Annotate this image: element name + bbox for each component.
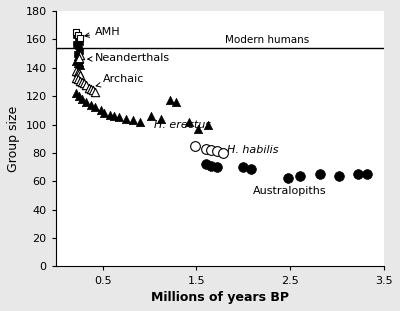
- Point: [167, 98, 173, 103]
- Point: [77, 35, 83, 40]
- Point: [116, 115, 123, 120]
- Point: [92, 105, 98, 110]
- Point: [173, 99, 179, 104]
- Text: AMH: AMH: [85, 27, 121, 37]
- Point: [77, 78, 83, 83]
- Point: [191, 143, 198, 148]
- Point: [336, 173, 342, 178]
- Point: [203, 146, 209, 151]
- Point: [75, 44, 81, 49]
- Point: [73, 41, 80, 46]
- Point: [98, 108, 104, 113]
- Point: [123, 116, 129, 121]
- Point: [355, 172, 361, 177]
- Text: H. erectus: H. erectus: [154, 120, 211, 130]
- Point: [76, 71, 82, 76]
- Point: [204, 122, 211, 127]
- Point: [75, 61, 81, 66]
- Text: .: .: [0, 310, 1, 311]
- Point: [248, 166, 254, 171]
- Point: [77, 53, 83, 58]
- Point: [75, 77, 81, 81]
- Point: [101, 111, 108, 116]
- Point: [76, 60, 82, 65]
- Text: Archaic: Archaic: [96, 74, 144, 87]
- Point: [73, 91, 80, 96]
- Text: Australopiths: Australopiths: [253, 186, 326, 196]
- Point: [186, 119, 192, 124]
- Point: [92, 89, 98, 94]
- Point: [88, 102, 94, 107]
- Point: [220, 151, 226, 156]
- Point: [73, 30, 80, 35]
- Point: [73, 75, 80, 80]
- Point: [82, 99, 89, 104]
- Point: [79, 79, 85, 84]
- Point: [85, 85, 92, 90]
- Point: [107, 112, 113, 117]
- Point: [77, 63, 83, 67]
- Point: [195, 126, 202, 131]
- Point: [203, 162, 209, 167]
- Point: [76, 47, 82, 52]
- Point: [364, 172, 370, 177]
- Point: [130, 118, 136, 123]
- Point: [76, 55, 82, 60]
- Point: [214, 165, 220, 169]
- Point: [82, 82, 89, 87]
- Point: [73, 58, 80, 63]
- Point: [79, 96, 85, 101]
- Point: [73, 68, 80, 73]
- Point: [73, 33, 80, 38]
- Point: [317, 172, 324, 177]
- Point: [214, 149, 220, 154]
- Point: [285, 176, 292, 181]
- Point: [75, 35, 81, 40]
- Point: [88, 86, 94, 91]
- Point: [77, 72, 83, 77]
- Point: [111, 114, 117, 118]
- Text: Modern humans: Modern humans: [225, 35, 309, 45]
- Point: [75, 69, 81, 74]
- X-axis label: Millions of years BP: Millions of years BP: [151, 291, 289, 304]
- Y-axis label: Group size: Group size: [7, 105, 20, 172]
- Point: [81, 81, 87, 86]
- Point: [77, 40, 83, 45]
- Point: [240, 165, 247, 169]
- Point: [137, 119, 143, 124]
- Point: [77, 48, 83, 53]
- Point: [75, 54, 81, 59]
- Point: [74, 51, 80, 56]
- Text: Neanderthals: Neanderthals: [88, 53, 170, 63]
- Point: [296, 173, 303, 178]
- Point: [148, 114, 155, 118]
- Point: [207, 148, 214, 153]
- Point: [207, 163, 214, 168]
- Point: [75, 33, 81, 38]
- Point: [76, 38, 82, 43]
- Point: [90, 88, 96, 93]
- Point: [76, 57, 82, 62]
- Point: [158, 116, 164, 121]
- Text: H. habilis: H. habilis: [228, 145, 279, 155]
- Point: [76, 94, 82, 99]
